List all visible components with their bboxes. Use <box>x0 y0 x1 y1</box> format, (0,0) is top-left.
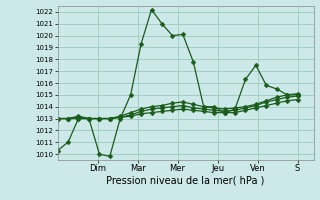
X-axis label: Pression niveau de la mer( hPa ): Pression niveau de la mer( hPa ) <box>107 176 265 186</box>
